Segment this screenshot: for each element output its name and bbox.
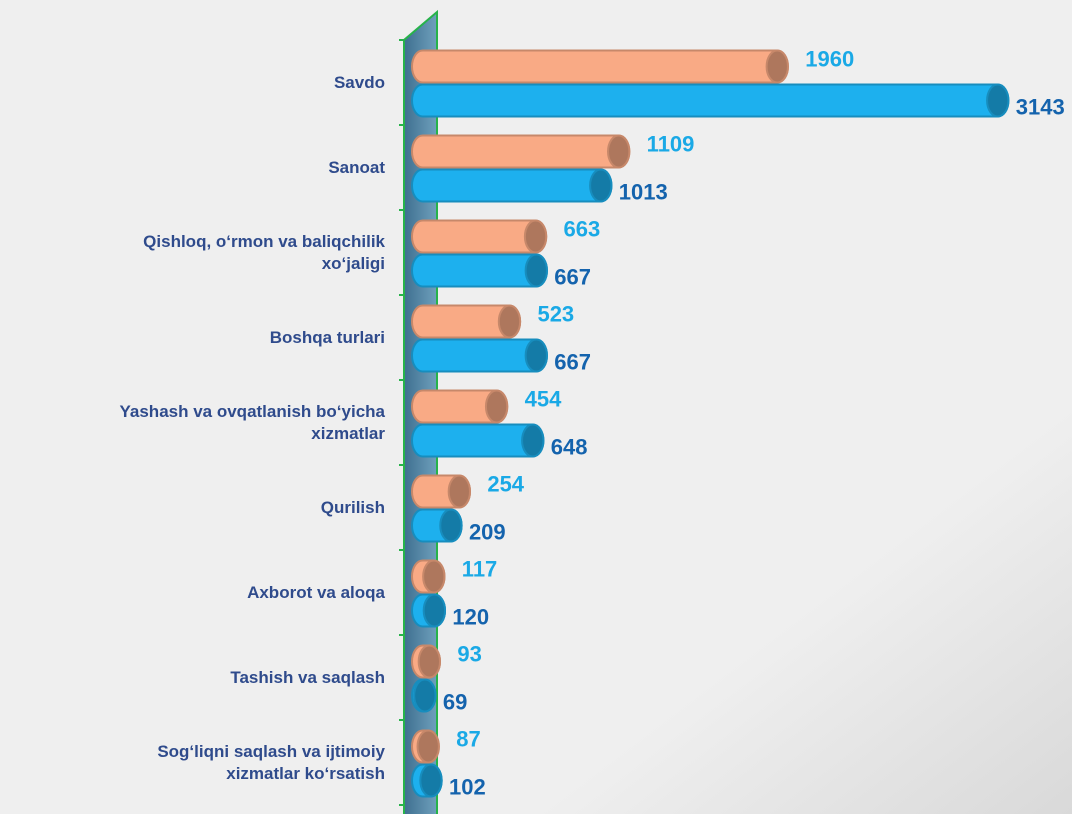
value-label: 648 [551, 434, 588, 459]
bar-cap [986, 83, 1010, 118]
value-label: 117 [462, 556, 498, 581]
category-label: Tashish va saqlash [230, 667, 385, 687]
bar-cap [447, 474, 472, 509]
bar-cap [416, 729, 440, 764]
value-label: 69 [443, 689, 467, 714]
bar-cap [417, 644, 441, 679]
bar [411, 134, 631, 169]
value-label: 523 [537, 301, 574, 326]
value-label: 1109 [647, 131, 695, 156]
value-label: 1013 [619, 179, 668, 204]
value-label: 102 [449, 774, 486, 799]
bar-cap [524, 338, 548, 373]
category-label: Sog‘liqni saqlash va ijtimoiy xizmatlar … [157, 741, 385, 783]
category-label: Savdo [333, 72, 385, 92]
bar-cap [765, 49, 789, 84]
category-label: Qurilish [320, 497, 385, 517]
category-label: Qishloq, o‘rmon va baliqchilik xo‘jaligi [143, 231, 385, 273]
category-label: Axborot va aloqa [247, 582, 385, 602]
bar-cap [521, 423, 545, 458]
bar [411, 168, 613, 203]
value-label: 120 [452, 604, 489, 629]
value-label: 3143 [1016, 94, 1065, 119]
bar-cap [589, 168, 613, 203]
bar-cap [524, 253, 548, 288]
bar-cap [497, 304, 522, 339]
bar-cap [439, 508, 463, 543]
category-label: Yashash va ovqatlanish bo‘yicha xizmatla… [119, 401, 386, 443]
axis-ticks [399, 39, 405, 806]
value-label: 87 [456, 726, 480, 751]
bar-cap [419, 763, 443, 798]
bar [411, 49, 789, 84]
value-label: 93 [457, 641, 481, 666]
value-label: 254 [487, 471, 524, 496]
value-label: 663 [564, 216, 601, 241]
bar-cap [484, 389, 509, 424]
value-label: 667 [554, 264, 591, 289]
category-label: Boshqa turlari [269, 327, 385, 347]
bar-cap [422, 593, 447, 628]
value-label: 209 [469, 519, 506, 544]
bar-cap [422, 559, 446, 594]
bar-cap [523, 219, 548, 254]
value-label: 1960 [805, 46, 854, 71]
bar [411, 83, 1010, 118]
value-label: 454 [525, 386, 562, 411]
category-label: Sanoat [328, 157, 385, 177]
bar-cap [607, 134, 631, 169]
bar-cap [413, 678, 437, 713]
value-label: 667 [554, 349, 591, 374]
